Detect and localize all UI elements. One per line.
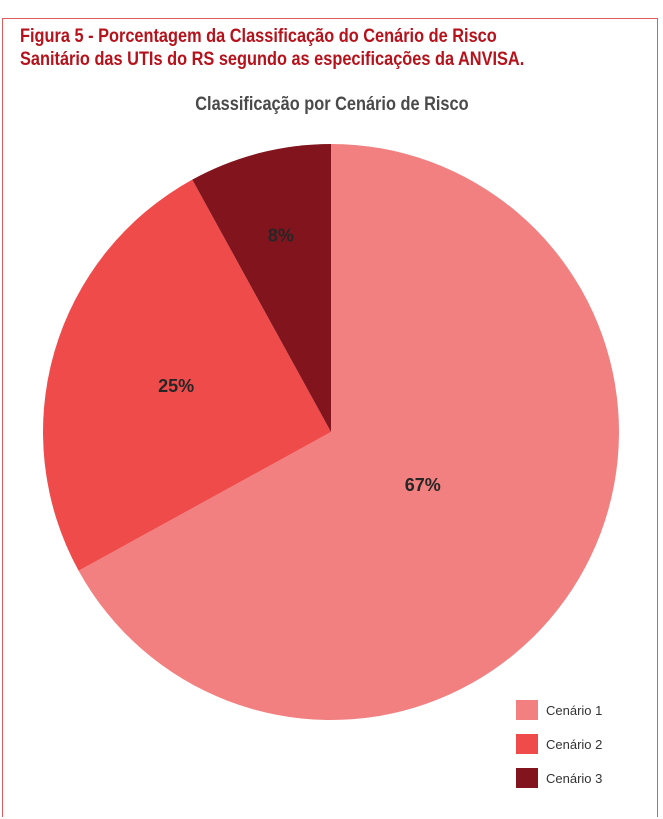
legend-item-cenario-1: Cenário 1: [516, 700, 602, 720]
legend-label-cenario-3: Cenário 3: [546, 770, 603, 786]
pie-slices: [43, 144, 620, 720]
figure-caption: Figura 5 - Porcentagem da Classificação …: [20, 25, 562, 71]
legend-swatch-cenario-3: [516, 768, 538, 788]
figure-caption-line-1: Figura 5 - Porcentagem da Classificação …: [20, 26, 497, 47]
pie-slice-1: [78, 144, 620, 720]
legend-label-cenario-2: Cenário 2: [546, 736, 603, 752]
legend-label-cenario-1: Cenário 1: [546, 702, 603, 718]
legend-swatch-cenario-2: [516, 734, 538, 754]
figure-frame: [2, 18, 658, 817]
pie-slice-label-3: 8%: [268, 225, 294, 245]
legend-item-cenario-2: Cenário 2: [516, 734, 602, 754]
pie-labels: 67% 25% 8%: [158, 225, 441, 495]
chart-title: Classificação por Cenário de Risco: [0, 94, 663, 116]
pie-slice-2: [43, 179, 332, 571]
chart-legend: Cenário 1 Cenário 2 Cenário 3: [516, 700, 602, 802]
chart-title-text: Classificação por Cenário de Risco: [194, 94, 469, 115]
pie-slice-3: [192, 144, 331, 432]
figure-caption-line-2: Sanitário das UTIs do RS segundo as espe…: [20, 49, 525, 70]
pie-slice-label-1: 67%: [405, 475, 441, 495]
pie-slice-label-2: 25%: [158, 376, 194, 396]
legend-item-cenario-3: Cenário 3: [516, 768, 602, 788]
legend-swatch-cenario-1: [516, 700, 538, 720]
